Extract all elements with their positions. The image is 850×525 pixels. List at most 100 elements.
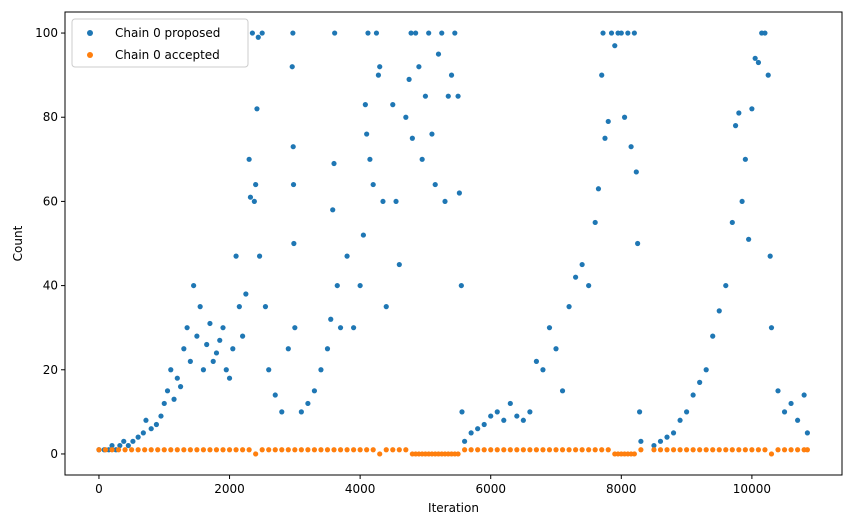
y-tick-label: 100 (35, 26, 58, 40)
proposed-point (801, 392, 807, 398)
proposed-point (125, 442, 131, 449)
legend-label-proposed: Chain 0 proposed (115, 26, 220, 40)
proposed-point (651, 442, 657, 449)
proposed-point (540, 367, 546, 373)
proposed-point (364, 131, 370, 137)
proposed-point (191, 282, 197, 289)
proposed-point (605, 118, 611, 125)
accepted-point (266, 447, 272, 453)
proposed-point (200, 367, 207, 373)
accepted-point (168, 447, 174, 453)
accepted-point (775, 447, 781, 453)
proposed-point (130, 438, 136, 444)
proposed-point (458, 282, 464, 289)
accepted-point (586, 447, 592, 453)
accepted-point (181, 447, 187, 453)
proposed-point (684, 409, 690, 415)
proposed-point (595, 186, 602, 192)
x-tick-label: 8000 (606, 482, 637, 496)
proposed-point (328, 316, 334, 322)
proposed-point (272, 392, 278, 398)
accepted-point (305, 447, 311, 453)
accepted-point (475, 447, 481, 453)
proposed-point (324, 346, 331, 352)
proposed-point (331, 160, 337, 167)
proposed-point (775, 388, 781, 394)
proposed-point (408, 30, 414, 36)
proposed-point (279, 409, 285, 415)
proposed-point (377, 64, 383, 70)
accepted-point (788, 447, 794, 453)
proposed-point (631, 30, 637, 36)
proposed-point (332, 30, 338, 36)
proposed-point (289, 64, 295, 70)
proposed-point (533, 358, 540, 364)
accepted-point (664, 447, 670, 453)
proposed-point (752, 55, 758, 61)
accepted-point (115, 447, 122, 453)
proposed-point (413, 30, 419, 36)
proposed-point (148, 426, 154, 432)
proposed-point (171, 396, 177, 402)
accepted-point (161, 447, 167, 453)
proposed-point (266, 367, 272, 373)
accepted-point (494, 447, 500, 453)
proposed-point (240, 333, 246, 339)
proposed-point (197, 304, 203, 310)
accepted-point (96, 447, 102, 453)
legend: Chain 0 proposed Chain 0 accepted (71, 18, 249, 68)
accepted-point (638, 447, 644, 453)
accepted-point (804, 447, 810, 453)
proposed-point (602, 135, 608, 141)
accepted-point (579, 447, 585, 453)
proposed-point (600, 30, 606, 36)
accepted-point (781, 447, 788, 453)
proposed-point (452, 30, 458, 36)
proposed-point (220, 325, 226, 331)
proposed-point (638, 438, 644, 444)
proposed-point (455, 93, 461, 99)
accepted-point (377, 451, 383, 457)
accepted-point (370, 447, 376, 453)
proposed-point (181, 346, 187, 352)
accepted-point (383, 447, 389, 453)
accepted-point (670, 447, 677, 453)
proposed-point (233, 253, 239, 259)
proposed-point (365, 30, 371, 36)
accepted-point (122, 447, 128, 453)
accepted-point (109, 447, 115, 453)
accepted-point (677, 447, 683, 453)
proposed-point (259, 30, 265, 36)
accepted-point (259, 447, 265, 453)
proposed-point (788, 400, 794, 407)
proposed-point (628, 144, 634, 150)
proposed-point (357, 282, 363, 289)
proposed-point (419, 156, 425, 162)
accepted-point (285, 447, 291, 453)
y-axis-label: Count (11, 225, 25, 261)
accepted-point (102, 447, 109, 453)
accepted-point (148, 447, 154, 453)
proposed-point (375, 72, 382, 78)
proposed-point (370, 181, 376, 188)
accepted-point (213, 447, 220, 453)
accepted-point (795, 447, 801, 453)
proposed-point (396, 261, 402, 268)
legend-box (71, 18, 249, 68)
accepted-point (462, 447, 468, 453)
accepted-point (710, 447, 716, 453)
proposed-point (360, 232, 366, 238)
proposed-point (755, 59, 762, 66)
accepted-point (207, 447, 213, 453)
proposed-point (716, 308, 722, 314)
accepted-point (533, 447, 540, 453)
proposed-point (243, 291, 249, 297)
y-tick-label: 20 (43, 363, 58, 377)
proposed-point (177, 384, 184, 390)
accepted-point (246, 447, 252, 453)
accepted-point (690, 447, 696, 453)
accepted-point (592, 447, 598, 453)
x-tick-label: 2000 (214, 482, 245, 496)
proposed-point (742, 156, 748, 162)
proposed-point (566, 304, 572, 310)
